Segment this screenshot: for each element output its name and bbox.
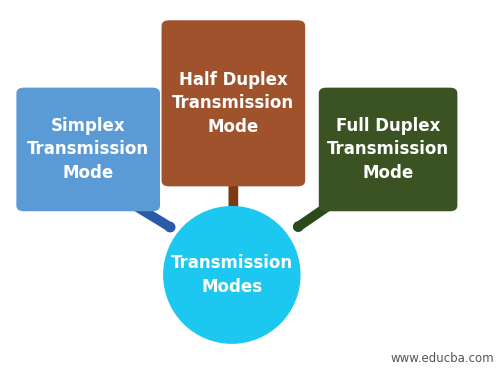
FancyBboxPatch shape xyxy=(319,87,458,211)
Text: Full Duplex
Transmission
Mode: Full Duplex Transmission Mode xyxy=(327,117,449,182)
FancyBboxPatch shape xyxy=(161,20,305,186)
Text: www.educba.com: www.educba.com xyxy=(390,352,494,365)
FancyBboxPatch shape xyxy=(16,87,160,211)
Text: Simplex
Transmission
Mode: Simplex Transmission Mode xyxy=(27,117,149,182)
Ellipse shape xyxy=(164,207,300,343)
Text: Half Duplex
Transmission
Mode: Half Duplex Transmission Mode xyxy=(172,71,294,136)
Text: Transmission
Modes: Transmission Modes xyxy=(171,254,293,296)
